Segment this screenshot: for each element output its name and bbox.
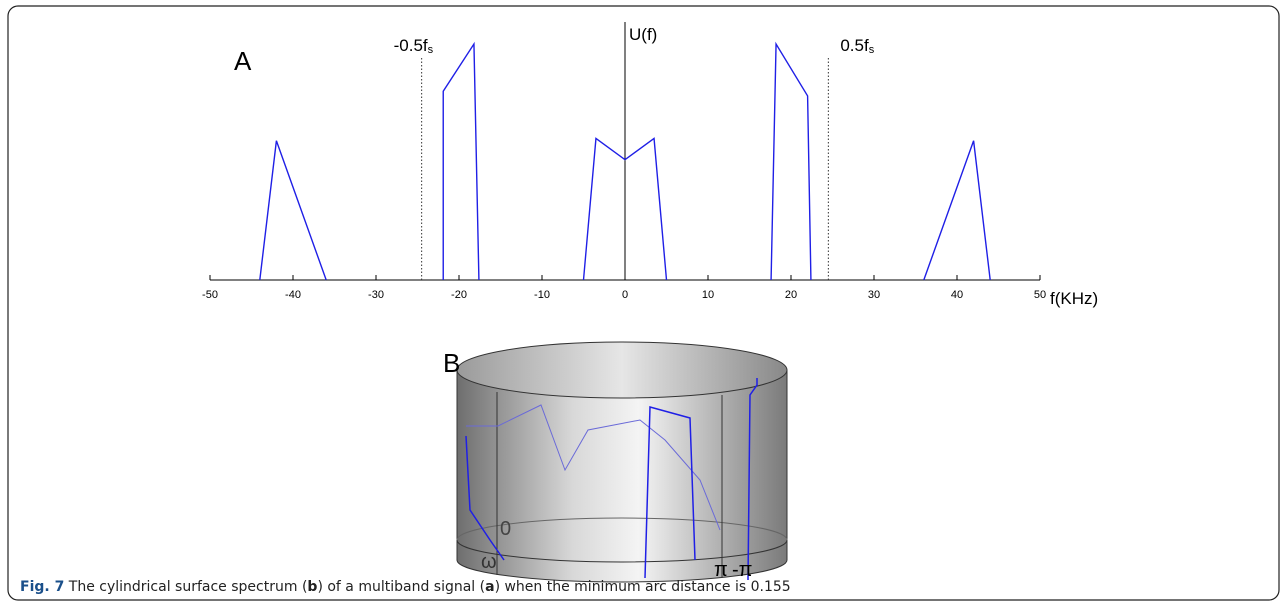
x-tick-label: -20 [451,289,467,301]
spectrum-curve [747,378,758,581]
caption-text: ) when the minimum arc distance is 0.155 [494,579,791,595]
spectrum-line [259,41,991,281]
omega-label: ω [481,551,497,573]
frame [7,5,1280,601]
inner-ring [456,517,788,541]
chart-a: U(f) f(KHz) -50 -40 -30 -20 -10 0 10 20 30 40 50 -0.5… [202,22,1098,308]
caption-text: b [307,579,318,595]
ring [456,539,788,563]
x-tick-label: 0 [622,289,628,301]
pi-label: π [714,559,728,581]
minus-pi-label: -π [732,559,752,581]
panel-label: A [234,46,252,76]
y-axis-label: U(f) [629,25,657,44]
panel-label: B [443,348,460,378]
x-tick-label: 10 [702,289,714,301]
x-tick-label: -30 [368,289,384,301]
x-tick-label: 20 [785,289,797,301]
x-tick-label: -50 [202,289,218,301]
x-tick-label: -10 [534,289,550,301]
cylinder-body [456,369,788,583]
spectrum-curve [644,406,696,579]
caption-text: a [485,579,495,595]
marker-label-sub: s [869,44,875,56]
x-axis-label: f(KHz) [1050,289,1098,308]
cylinder: B 0 ω π -π [443,341,788,583]
spectrum-curve [465,435,505,561]
caption-text: The cylindrical surface spectrum ( [64,579,308,595]
spectrum-curve [466,404,721,531]
marker-label-sub: s [428,44,434,56]
x-tick-label: 40 [951,289,963,301]
caption-text: ) of a multiband signal ( [317,579,486,595]
cylinder-top [456,341,788,399]
x-tick-label: 50 [1034,289,1046,301]
marker-label: 0.5fs [840,36,874,56]
x-tick-label: -40 [285,289,301,301]
figure-number: Fig. 7 [20,579,65,595]
x-tick-label: 30 [868,289,880,301]
marker-label-text: 0.5f [840,36,869,55]
marker-label: -0.5fs [394,36,434,56]
caption: Fig. 7 The cylindrical surface spectrum … [20,579,791,595]
marker-label-text: -0.5f [394,36,428,55]
zero-label: 0 [500,518,511,540]
